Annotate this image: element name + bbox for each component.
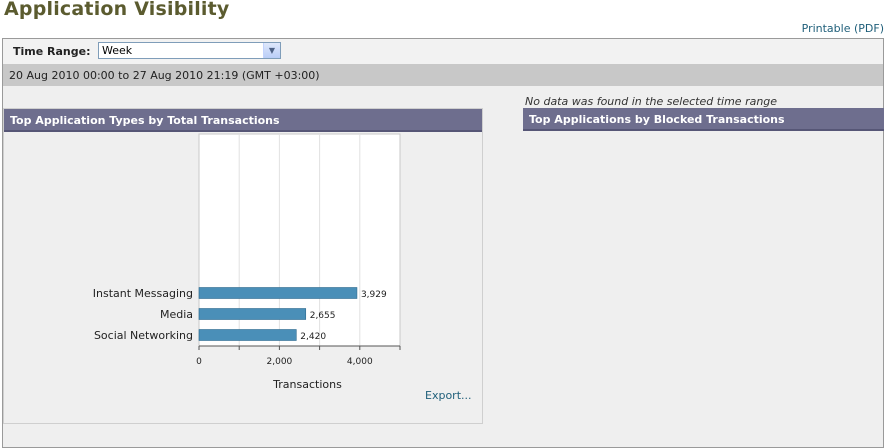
x-tick-label: 4,000 [347,357,373,367]
printable-pdf-link[interactable]: Printable (PDF) [801,22,884,35]
panel-title: Top Application Types by Total Transacti… [10,114,280,127]
bar [198,287,358,299]
time-range-row: Time Range: Week ▼ [3,39,883,64]
time-range-value: Week [102,44,133,57]
time-range-label: Time Range: [13,45,91,58]
top-application-types-panel: Top Application Types by Total Transacti… [3,108,483,424]
no-data-message: No data was found in the selected time r… [525,95,778,108]
panel-title: Top Applications by Blocked Transactions [529,113,785,126]
x-tick-label: 0 [196,357,202,367]
bar [198,308,307,320]
transactions-bar-chart: 0 2,000 4,000 Transactions Instant Messaging… [93,133,401,391]
bar [198,329,297,341]
x-axis-label: Transactions [272,378,342,391]
report-container: Time Range: Week ▼ 20 Aug 2010 00:00 to … [2,38,884,448]
panel-header: Top Applications by Blocked Transactions [523,108,884,131]
panel-header: Top Application Types by Total Transacti… [4,109,482,132]
chevron-down-icon[interactable]: ▼ [263,43,280,58]
category-label: Media [160,308,193,321]
page-title: Application Visibility [4,0,230,20]
date-range-bar: 20 Aug 2010 00:00 to 27 Aug 2010 21:19 (… [3,64,883,86]
data-label: 2,420 [300,332,326,342]
data-label: 3,929 [361,290,387,300]
time-range-select[interactable]: Week ▼ [98,42,281,59]
category-label: Social Networking [94,329,193,342]
category-label: Instant Messaging [93,287,193,300]
data-label: 2,655 [310,311,336,321]
top-blocked-applications-panel: Top Applications by Blocked Transactions [523,108,884,131]
export-link[interactable]: Export... [425,389,472,402]
date-range-text: 20 Aug 2010 00:00 to 27 Aug 2010 21:19 (… [9,69,320,82]
x-tick-label: 2,000 [267,357,293,367]
